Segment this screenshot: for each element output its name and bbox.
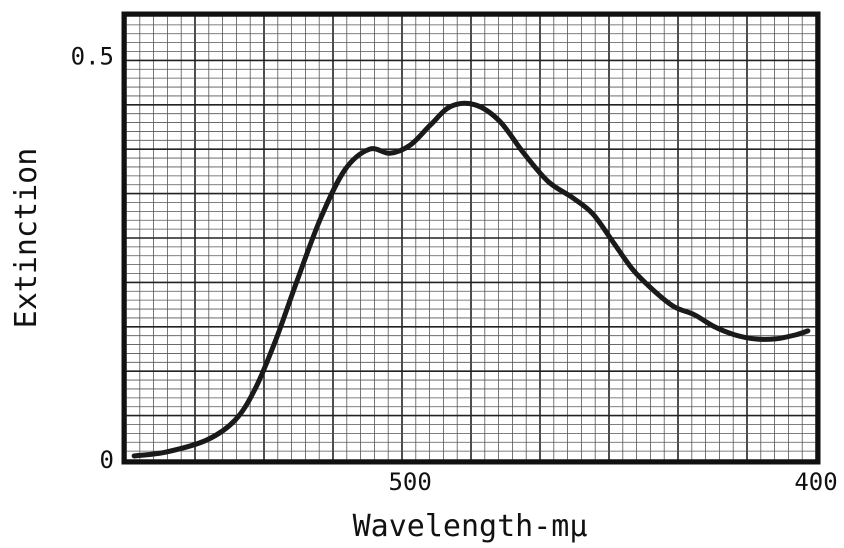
y-tick-label: 0 (100, 446, 114, 474)
x-tick-label: 500 (388, 468, 431, 496)
y-tick-labels: 00.5 (71, 42, 114, 474)
x-tick-label: 400 (794, 468, 837, 496)
series-line (131, 100, 811, 459)
y-axis-title: Extinction (9, 148, 44, 329)
grid (125, 15, 817, 461)
x-tick-labels: 500 400 (388, 468, 837, 496)
y-tick-label: 0.5 (71, 42, 114, 70)
x-axis-title: Wavelength-mμ (353, 509, 588, 544)
plot-frame (121, 11, 821, 465)
extinction-curve (131, 100, 811, 459)
